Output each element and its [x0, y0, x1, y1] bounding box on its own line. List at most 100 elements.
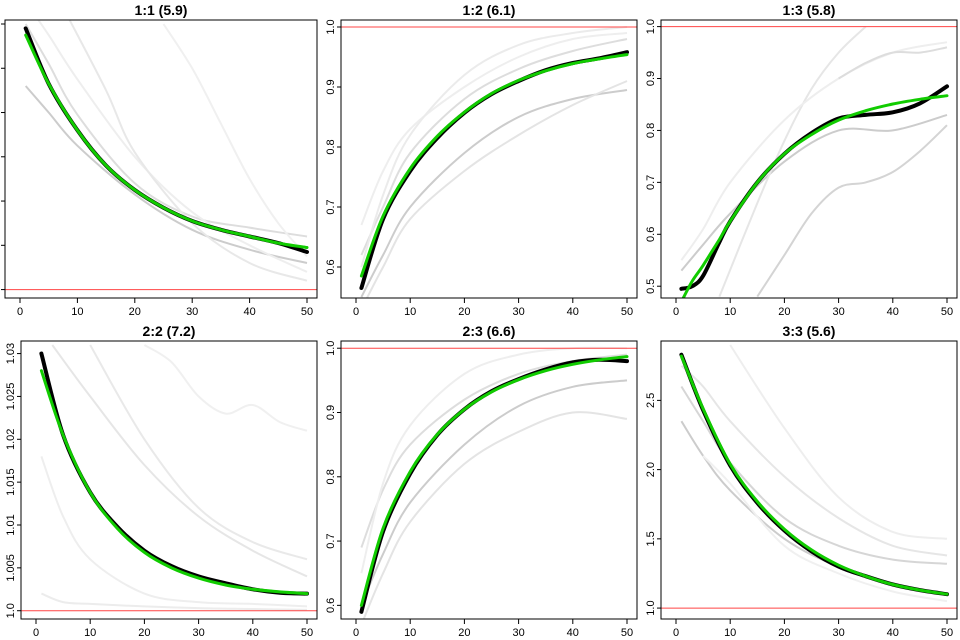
individual-series-line — [41, 592, 308, 611]
y-tick-label: 1.015 — [5, 468, 17, 496]
individual-series-line — [362, 411, 628, 619]
y-tick-label: 1.0 — [325, 19, 337, 34]
x-tick-label: 10 — [84, 627, 96, 639]
individual-series-line — [718, 25, 867, 297]
panel-4: 2:2 (7.2) 0 10 20 30 40 50 1.0 1.005 1.01 1.015 1.0… — [5, 323, 318, 639]
plot-frame — [660, 340, 958, 620]
x-tick-label: 0 — [33, 627, 39, 639]
x-tick-label: 20 — [458, 306, 470, 318]
x-tick-label: 20 — [778, 627, 790, 639]
individual-series-line — [68, 20, 308, 282]
y-tick-label: 2.0 — [645, 462, 657, 477]
y-tick-label: 0.6 — [645, 227, 657, 242]
y-tick-label: 1.03 — [5, 343, 17, 364]
plot-frame — [20, 340, 318, 620]
individual-series-line — [680, 41, 948, 261]
x-tick-label: 0 — [353, 306, 359, 318]
panel-title: 2:3 (6.6) — [463, 323, 516, 339]
y-tick-label: 0.7 — [645, 175, 657, 190]
x-tick-label: 30 — [832, 627, 844, 639]
x-tick-label: 40 — [567, 306, 579, 318]
individual-series-line — [143, 344, 308, 432]
y-tick-label: 2.5 — [645, 393, 657, 408]
observed-series-line — [679, 84, 949, 291]
y-tick-label: 1.025 — [5, 383, 17, 411]
individual-series-line — [360, 32, 628, 226]
y-tick-label: 1.0 — [645, 19, 657, 34]
x-tick-label: 20 — [458, 627, 470, 639]
y-tick-label: 2.0 — [0, 61, 1, 76]
x-tick-label: 0 — [673, 627, 679, 639]
fitted-series-line — [679, 354, 949, 596]
x-tick-label: 10 — [71, 306, 83, 318]
y-tick-label: 0.8 — [645, 123, 657, 138]
individual-series-line — [51, 344, 308, 578]
panel-title: 3:3 (5.6) — [783, 323, 836, 339]
x-tick-label: 0 — [673, 306, 679, 318]
individual-series-line — [729, 344, 948, 540]
x-tick-label: 40 — [567, 627, 579, 639]
individual-series-line — [680, 365, 948, 557]
observed-series-line — [23, 26, 309, 254]
panel-title: 1:1 (5.9) — [135, 2, 188, 18]
x-tick-label: 0 — [353, 627, 359, 639]
plot-area — [661, 25, 957, 298]
individual-series-line — [756, 124, 948, 298]
x-tick-label: 50 — [621, 306, 633, 318]
fitted-series-line — [39, 369, 309, 596]
individual-series-line — [40, 456, 308, 608]
y-tick-label: 0.5 — [645, 279, 657, 294]
y-tick-label: 0.6 — [325, 598, 337, 613]
fitted-series-line — [24, 33, 309, 249]
x-tick-label: 40 — [247, 627, 259, 639]
individual-series-line — [162, 23, 308, 258]
y-tick-label: 1.0 — [0, 282, 1, 297]
y-tick-label: 1.4 — [0, 193, 1, 208]
x-tick-label: 50 — [301, 306, 313, 318]
x-tick-label: 30 — [512, 306, 524, 318]
individual-series-line — [24, 85, 308, 264]
panel-3: 1:3 (5.8) 0 10 20 30 40 50 0.5 0.6 0.7 0.8 0.9 1.0 — [645, 2, 958, 318]
x-tick-label: 10 — [724, 627, 736, 639]
individual-series-line — [360, 38, 628, 256]
individual-series-line — [360, 26, 628, 268]
x-tick-label: 40 — [887, 306, 899, 318]
y-tick-label: 1.0 — [325, 341, 337, 356]
panel-2: 1:2 (6.1) 0 10 20 30 40 50 0.6 0.7 0.8 0.9 1.0 — [325, 2, 638, 318]
individual-series-line — [89, 344, 308, 561]
x-tick-label: 30 — [832, 306, 844, 318]
x-tick-label: 30 — [186, 306, 198, 318]
fitted-series-line — [359, 53, 629, 278]
plot-area — [341, 346, 637, 619]
y-tick-label: 0.9 — [325, 79, 337, 94]
y-tick-label: 1.0 — [645, 600, 657, 615]
y-tick-label: 2.2 — [0, 16, 1, 31]
x-tick-label: 30 — [192, 627, 204, 639]
y-tick-label: 1.6 — [0, 149, 1, 164]
x-tick-label: 0 — [17, 306, 23, 318]
plot-area — [5, 20, 317, 291]
individual-series-line — [360, 379, 628, 606]
plot-area — [341, 26, 637, 298]
individual-series-line — [365, 80, 628, 298]
plot-area — [21, 344, 317, 612]
plot-frame — [340, 19, 638, 299]
x-tick-label: 30 — [512, 627, 524, 639]
x-tick-label: 10 — [404, 627, 416, 639]
individual-series-line — [702, 455, 948, 603]
y-tick-label: 0.6 — [325, 259, 337, 274]
panel-6: 3:3 (5.6) 0 10 20 30 40 50 1.0 1.5 2.0 2.5 — [645, 323, 958, 639]
y-tick-label: 0.9 — [325, 405, 337, 420]
x-tick-label: 50 — [941, 306, 953, 318]
panel-1: 1:1 (5.9) 0 10 20 30 40 50 1.0 1.2 1.4 1.6 1.8 2.0 2.… — [0, 2, 318, 318]
x-tick-label: 50 — [621, 627, 633, 639]
individual-series-line — [360, 346, 628, 574]
fitted-series-line — [359, 355, 629, 607]
x-tick-label: 40 — [243, 306, 255, 318]
panel-title: 1:3 (5.8) — [783, 2, 836, 18]
panel-5: 2:3 (6.6) 0 10 20 30 40 50 0.6 0.7 0.8 0.9 1.0 — [325, 323, 638, 639]
observed-series-line — [359, 50, 629, 290]
individual-series-line — [838, 46, 948, 80]
individual-series-line — [24, 23, 308, 238]
individual-series-line — [680, 385, 948, 565]
